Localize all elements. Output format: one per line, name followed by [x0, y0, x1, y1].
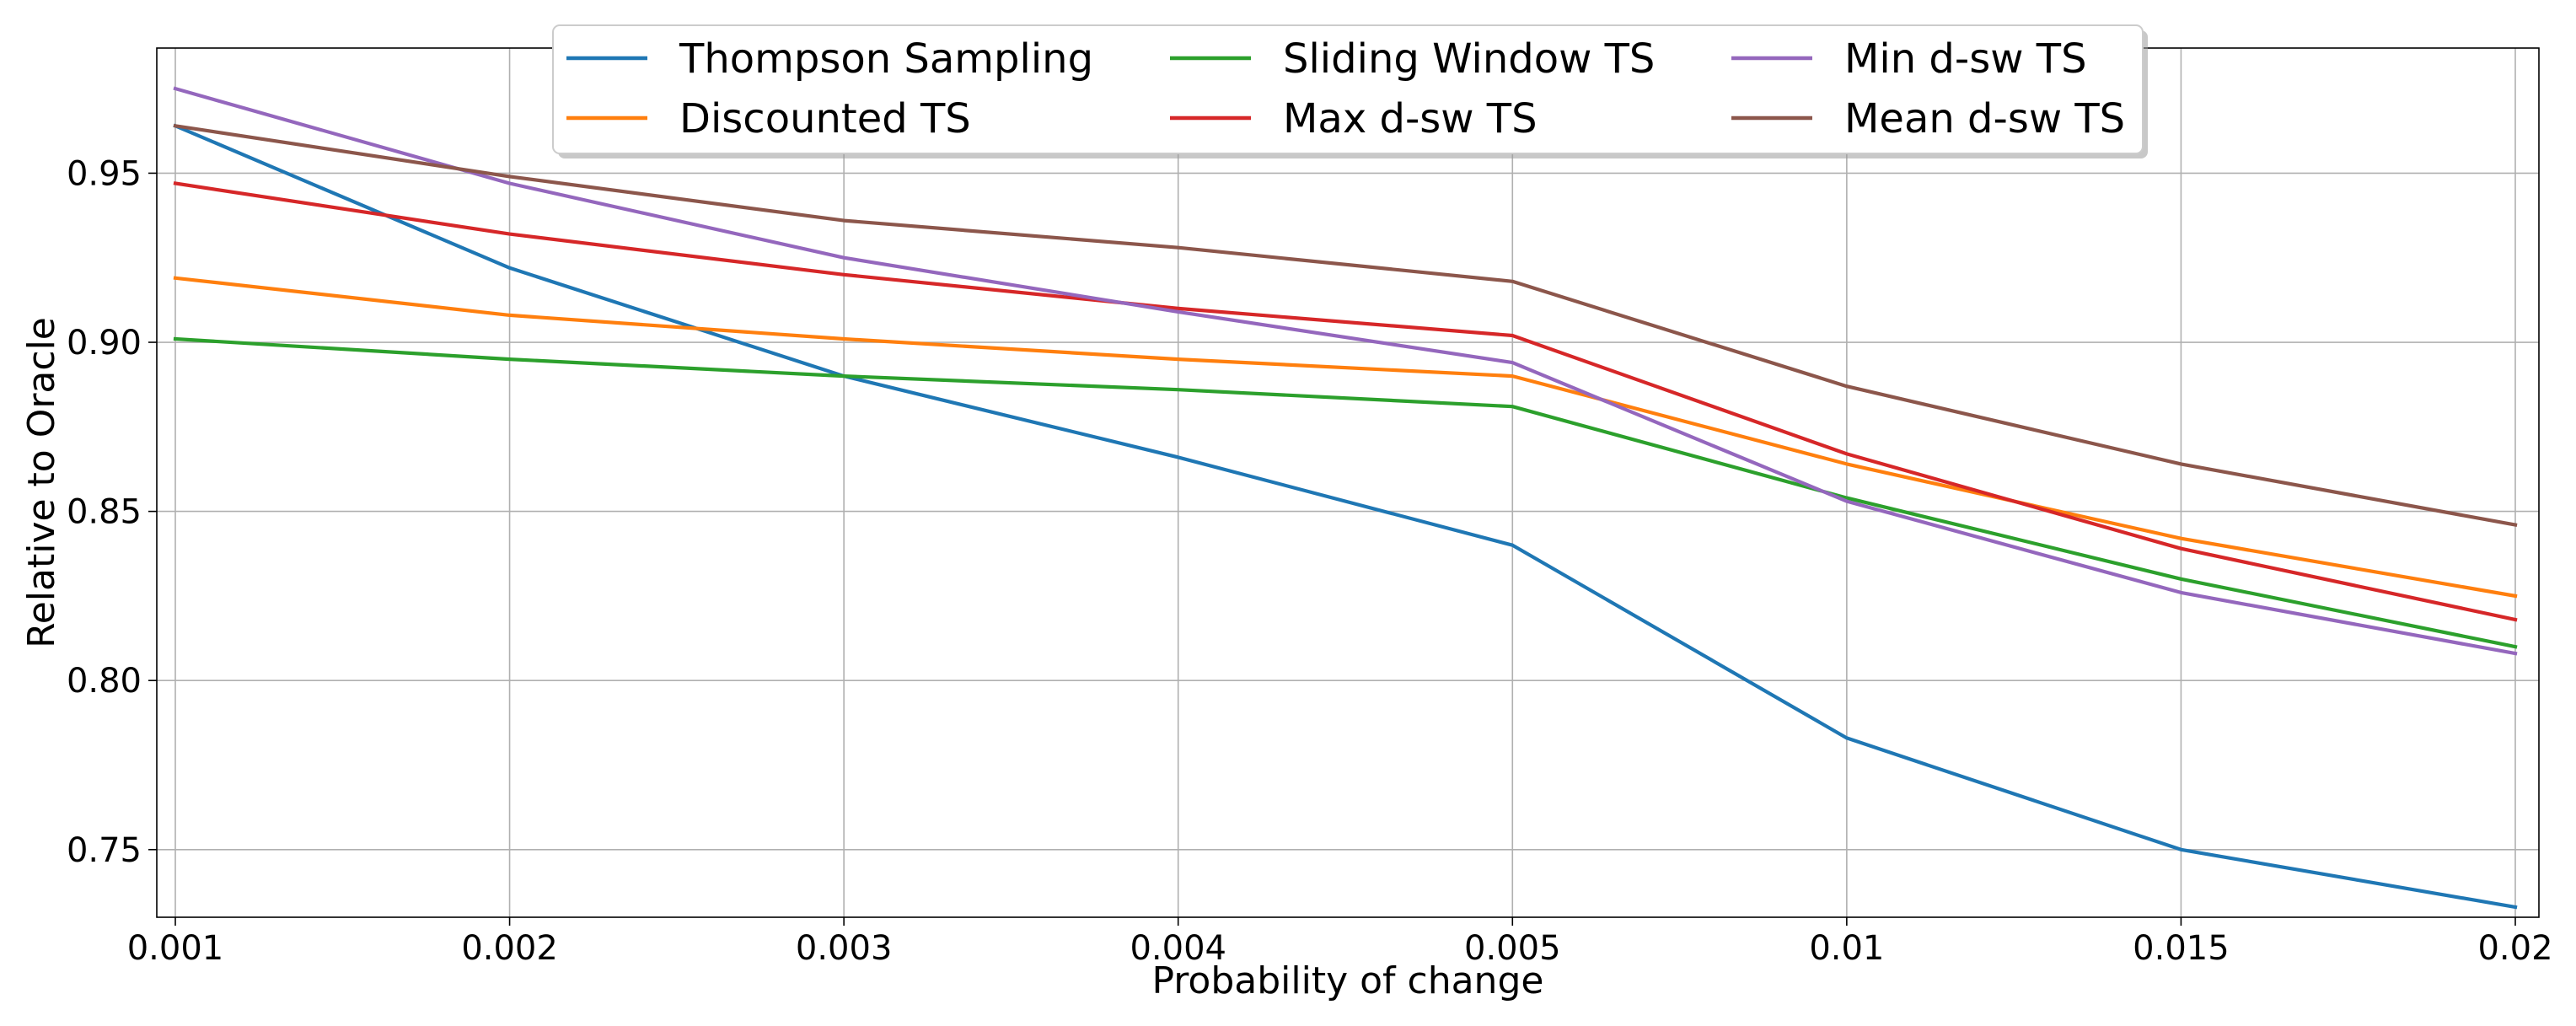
- series-layer: [173, 86, 2518, 910]
- y-tick-label: 0.80: [67, 662, 142, 701]
- legend: Thompson Sampling Discounted TS Sliding Wi…: [552, 24, 2148, 158]
- y-axis-label: Relative to Oracle: [20, 317, 63, 648]
- legend-label: Thompson Sampling: [679, 35, 1093, 83]
- x-tick-label: 0.004: [1130, 929, 1226, 968]
- x-tick-label: 0.002: [461, 929, 558, 968]
- x-tick-label: 0.005: [1464, 929, 1561, 968]
- legend-entries: Thompson Sampling Discounted TS Sliding Wi…: [566, 35, 2125, 142]
- series-line-max-d-sw-ts: [173, 181, 2518, 622]
- x-tick-label: 0.003: [796, 929, 893, 968]
- y-tick-label: 0.90: [67, 324, 142, 363]
- x-tick-label: 0.015: [2133, 929, 2230, 968]
- series-line-min-d-sw-ts: [173, 86, 2518, 656]
- legend-label: Mean d-sw TS: [1844, 95, 2125, 142]
- grid-layer: [157, 48, 2539, 917]
- x-axis-label: Probability of change: [1152, 959, 1544, 1002]
- legend-label: Min d-sw TS: [1844, 35, 2087, 83]
- y-tick-label: 0.85: [67, 493, 142, 532]
- series-line-mean-d-sw-ts: [173, 123, 2518, 528]
- legend-label: Discounted TS: [679, 95, 971, 142]
- legend-label: Max d-sw TS: [1283, 95, 1538, 142]
- x-axis-ticks: 0.001 0.002 0.003 0.004 0.005 0.01 0.015 0.02: [127, 917, 2553, 968]
- y-axis-ticks: 0.75 0.80 0.85 0.90 0.95: [67, 154, 157, 870]
- x-tick-label: 0.01: [1809, 929, 1884, 968]
- x-tick-label: 0.001: [127, 929, 224, 968]
- y-tick-label: 0.95: [67, 154, 142, 193]
- x-tick-label: 0.02: [2477, 929, 2552, 968]
- series-line-discounted-ts: [173, 276, 2518, 599]
- y-tick-label: 0.75: [67, 831, 142, 870]
- series-line-sliding-window-ts: [173, 336, 2518, 649]
- series-line-thompson-sampling: [173, 123, 2518, 910]
- legend-label: Sliding Window TS: [1283, 35, 1655, 83]
